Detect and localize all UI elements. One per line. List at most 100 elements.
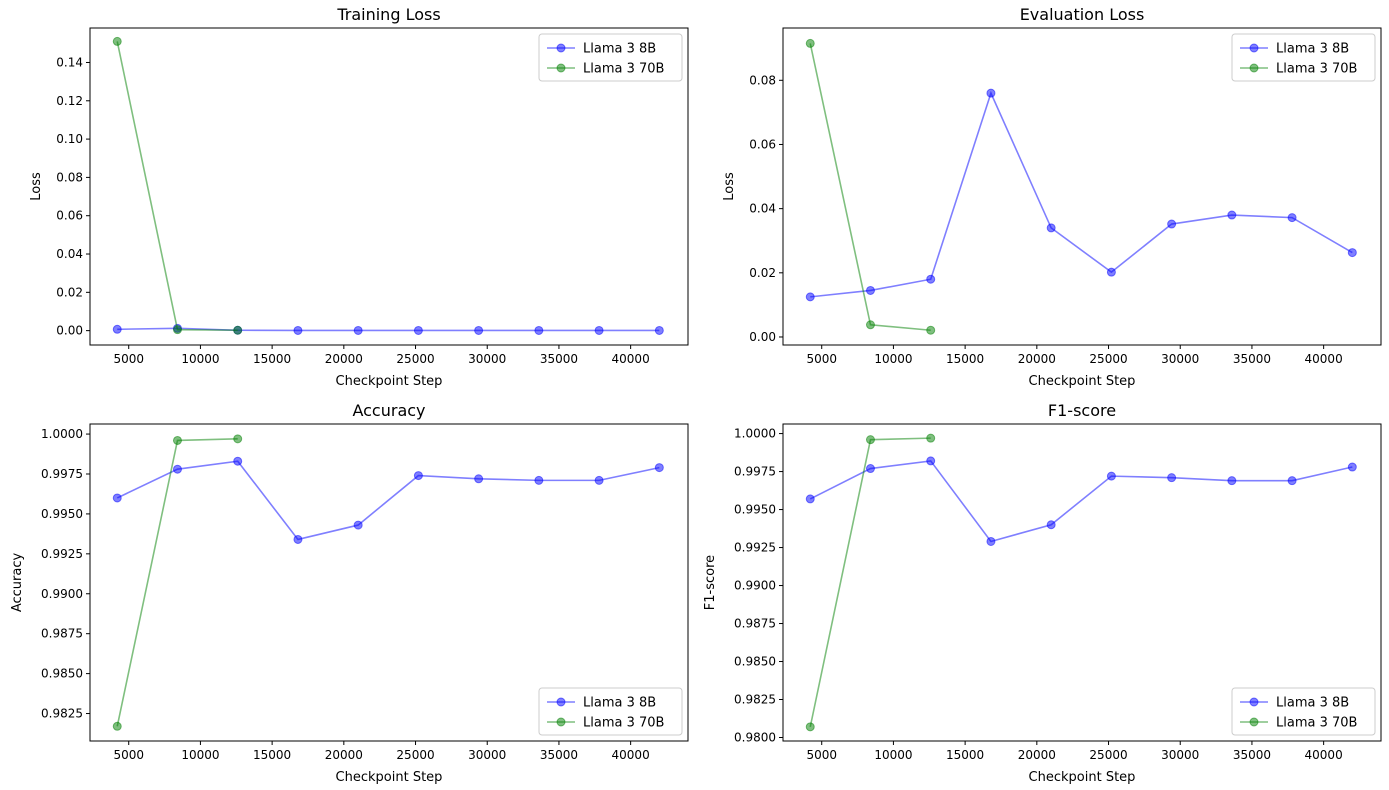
y-tick-label: 0.04 [56,247,83,261]
plot-area [805,433,1357,732]
x-tick-label: 15000 [946,748,984,762]
axes-frame [89,423,689,742]
data-point [865,435,875,445]
data-point [594,475,604,485]
x-tick-label: 5000 [113,352,144,366]
y-tick-label: 0.9950 [734,503,776,517]
legend-label: Llama 3 8B [1276,696,1349,711]
data-point [805,292,815,302]
data-point [353,325,363,335]
data-point [926,433,936,443]
x-axis-label: Checkpoint Step [1029,374,1136,389]
data-point [865,464,875,474]
data-point [1347,248,1357,258]
y-tick-label: 0.9975 [41,467,83,481]
x-tick-label: 20000 [1018,352,1056,366]
x-tick-label: 15000 [253,748,291,762]
data-point [534,475,544,485]
data-point [112,721,122,731]
data-point [112,324,122,334]
y-tick-label: 0.9800 [734,731,776,745]
series-line-0 [810,90,1353,298]
chart-title: Training Loss [336,5,440,24]
y-tick-label: 0.9850 [41,667,83,681]
legend-swatch-marker [1249,717,1259,727]
data-point [413,471,423,481]
data-point [1106,471,1116,481]
x-tick-label: 35000 [1233,748,1271,762]
legend-box [1231,687,1376,736]
plot-area [112,36,664,335]
data-point [805,38,815,48]
y-axis-label: Accuracy [10,553,25,613]
y-tick-label: 1.0000 [734,427,776,441]
legend-box [538,687,683,736]
y-axis-label: Loss [29,172,44,201]
y-tick-label: 0.9925 [41,547,83,561]
legend-box [1231,33,1376,82]
legend: Llama 3 8B Llama 3 70B [538,687,683,736]
legend-swatch-marker [556,697,566,707]
data-point [172,325,182,335]
data-point [1287,476,1297,486]
y-tick-label: 0.14 [56,55,83,69]
y-tick-label: 0.9950 [41,507,83,521]
data-point [293,534,303,544]
chart-title: Evaluation Loss [1020,5,1145,24]
legend-label: Llama 3 70B [583,716,664,731]
x-tick-label: 25000 [396,748,434,762]
legend-swatch-marker [556,717,566,727]
y-axis-label: F1-score [703,555,718,610]
data-point [233,325,243,335]
x-axis-label: Checkpoint Step [336,770,443,785]
data-point [654,463,664,473]
plot-area [112,434,664,731]
data-point [1106,267,1116,277]
y-tick-label: 1.0000 [41,427,83,441]
legend-swatch-marker [556,63,566,73]
data-point [986,88,996,98]
data-point [926,274,936,284]
data-point [986,536,996,546]
data-point [865,285,875,295]
x-tick-label: 30000 [1161,748,1199,762]
y-tick-label: 0.9875 [734,617,776,631]
y-tick-label: 0.9850 [734,655,776,669]
x-axis-label: Checkpoint Step [1029,770,1136,785]
data-point [926,456,936,466]
y-tick-label: 0.9875 [41,627,83,641]
series-line-1 [809,437,931,728]
data-point [474,474,484,484]
data-point [233,434,243,444]
data-point [1287,213,1297,223]
axes-frame [89,27,689,346]
data-point [172,435,182,445]
y-tick-label: 0.02 [56,285,83,299]
x-tick-label: 20000 [325,352,363,366]
x-tick-label: 10000 [874,352,912,366]
legend-label: Llama 3 70B [1276,716,1357,731]
data-point [865,320,875,330]
y-tick-label: 0.9975 [734,465,776,479]
data-point [233,456,243,466]
legend-label: Llama 3 8B [1276,42,1349,57]
x-tick-label: 15000 [253,352,291,366]
x-axis-label: Checkpoint Step [336,374,443,389]
legend-label: Llama 3 70B [1276,62,1357,77]
x-tick-label: 25000 [1089,352,1127,366]
x-tick-label: 25000 [1089,748,1127,762]
legend: Llama 3 8B Llama 3 70B [538,33,683,82]
x-tick-label: 20000 [1018,748,1056,762]
y-tick-label: 0.08 [749,73,776,87]
legend-label: Llama 3 70B [583,62,664,77]
y-tick-label: 0.02 [749,266,776,280]
series-line-1 [116,41,238,332]
chart-2: Accuracy 5000 10000 15000 20000 25000 30000 350… [10,401,689,785]
plot-area [805,38,1357,335]
data-point [594,325,604,335]
data-point [1347,462,1357,472]
data-point [353,520,363,530]
chart-1: Evaluation Loss 5000 10000 15000 20000 25000 3… [722,5,1382,389]
chart-3: F1-score 5000 10000 15000 20000 25000 30000 350… [703,401,1382,785]
legend-swatch-marker [1249,63,1259,73]
